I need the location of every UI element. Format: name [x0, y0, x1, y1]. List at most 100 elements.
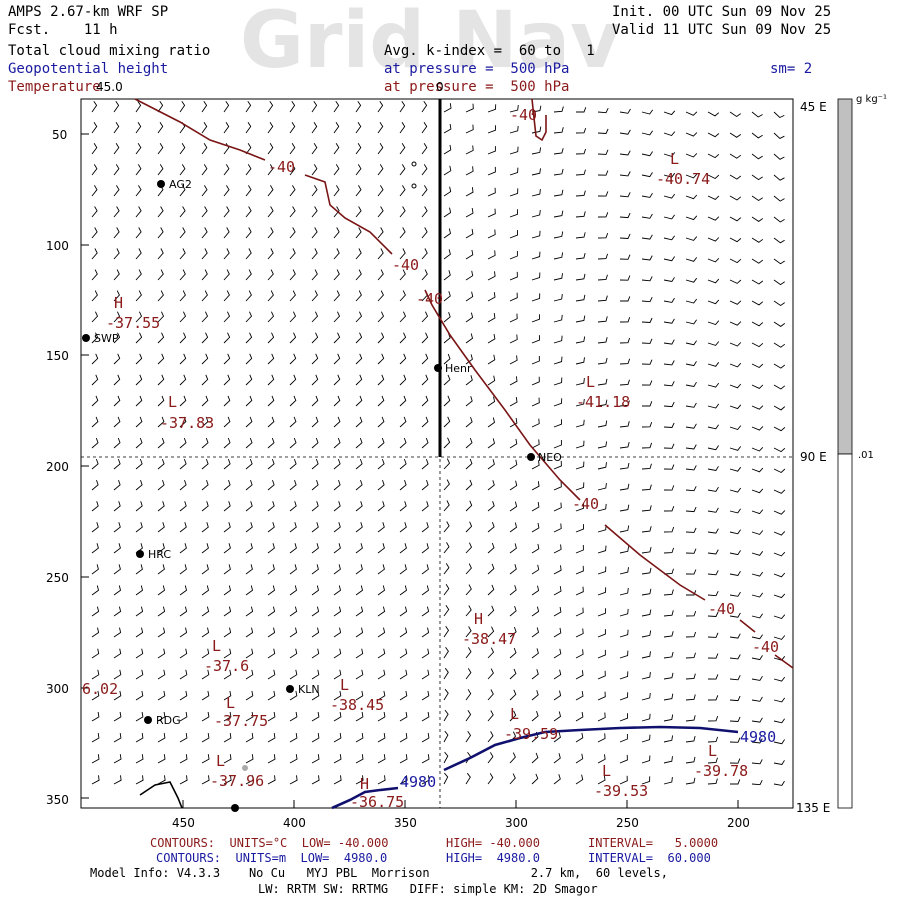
extremum-symbol: H [360, 775, 370, 793]
left-axis-ticks [81, 133, 89, 799]
field-temp-label: Temperature [8, 79, 101, 95]
station-dot-henr [434, 364, 442, 372]
station-dot-edge [231, 804, 239, 812]
footer-height-interval: INTERVAL= 60.000 [588, 851, 711, 865]
temp-contour [134, 98, 266, 161]
extremum-value: -36.75 [350, 793, 405, 811]
extremum-symbol: L [340, 676, 350, 694]
wind-barbs [91, 101, 786, 786]
height-contour-label: 4980 [740, 728, 777, 746]
k-index-label: Avg. k-index = 60 to 1 [384, 43, 595, 59]
valid-time: Valid 11 UTC Sun 09 Nov 25 [612, 22, 832, 38]
y-tick-label: 150 [46, 349, 69, 363]
y-tick-label: 50 [52, 128, 68, 142]
x-tick-label: 350 [394, 816, 417, 830]
plot-frame [80, 98, 794, 809]
extremum-symbol: H [114, 294, 124, 312]
extremum-value: -38.45 [330, 696, 385, 714]
height-pressure-label: at pressure = 500 hPa [384, 61, 570, 77]
temp-contour [774, 654, 794, 669]
watermark-text: Grid Nav [240, 0, 621, 86]
temp-contour-label: -40 [268, 158, 296, 176]
height-contour [331, 786, 399, 810]
extremum-symbol: L [586, 373, 596, 391]
extremum-value: -37.55 [106, 314, 161, 332]
colorbar-unit: g kg⁻¹ [856, 94, 887, 105]
extremum-symbol: L [510, 705, 520, 723]
temp-contour [739, 619, 756, 633]
extremum-symbol: L [216, 752, 226, 770]
station-label: KLN [298, 683, 320, 696]
station-label: Henr [445, 362, 472, 375]
extremum-symbol: L [708, 742, 718, 760]
extremum-value: -37.6 [204, 657, 250, 675]
temp-contour-label: -40 [416, 290, 444, 308]
temp-contour-label: -40 [572, 495, 600, 513]
footer-model-info: Model Info: V4.3.3 No Cu MYJ PBL Morriso… [90, 866, 668, 880]
station-label: SWP [94, 332, 119, 345]
forecast-hour: Fcst. 11 h [8, 22, 118, 38]
y-tick-label: 300 [46, 682, 69, 696]
colorbar-clear [837, 453, 853, 809]
top-axis-tick: 45.0 [96, 80, 123, 94]
extremum-value: -39.59 [504, 725, 559, 743]
temp-contour [531, 98, 547, 142]
station-dot-hrc [136, 550, 144, 558]
temp-contour-label: -40 [510, 106, 538, 124]
temp-contour-label: -40 [752, 638, 780, 656]
x-tick-label: 300 [505, 816, 528, 830]
extremum-symbol: H [474, 610, 484, 628]
extremum-value: -41.18 [576, 393, 631, 411]
small-marker [411, 183, 417, 189]
temp-contour-label: -40 [708, 600, 736, 618]
footer-physics: LW: RRTM SW: RRTMG DIFF: simple KM: 2D S… [258, 882, 598, 896]
extremum-value: -40.74 [656, 170, 711, 188]
y-tick-label: 200 [46, 460, 69, 474]
init-time: Init. 00 UTC Sun 09 Nov 25 [612, 4, 832, 20]
footer-temp-high: HIGH= -40.000 [446, 836, 540, 850]
station-dot-kln [286, 685, 294, 693]
edge-value-label: 6.02 [82, 680, 119, 698]
station-label: NEO [538, 451, 562, 464]
extremum-symbol: L [602, 762, 612, 780]
extremum-symbol: L [212, 637, 222, 655]
y-tick-label: 250 [46, 571, 69, 585]
model-title: AMPS 2.67-km WRF SP [8, 4, 169, 20]
x-tick-label: 200 [727, 816, 750, 830]
x-tick-label: 250 [616, 816, 639, 830]
footer-temp-interval: INTERVAL= 5.0000 [588, 836, 719, 850]
extremum-value: -38.47 [462, 630, 517, 648]
smoothing-label: sm= 2 [770, 61, 813, 77]
temp-contour [304, 174, 393, 255]
extremum-value: -37.96 [210, 772, 265, 790]
y-tick-label: 350 [46, 793, 69, 807]
station-dot-rdg [144, 716, 152, 724]
y-tick-label: 100 [46, 239, 69, 253]
extremum-symbol: L [226, 694, 236, 712]
footer-height-contours: CONTOURS: UNITS=m LOW= 4980.0 [156, 851, 388, 865]
extremum-symbol: L [168, 393, 178, 411]
temperature-contours [134, 98, 794, 669]
longitude-label: 90 E [800, 450, 827, 464]
footer-temp-contours: CONTOURS: UNITS=°C LOW= -40.000 [150, 836, 389, 850]
footer-height-high: HIGH= 4980.0 [446, 851, 540, 865]
extremum-value: -37.83 [160, 414, 215, 432]
temp-contour [424, 289, 581, 501]
station-label: AG2 [169, 178, 192, 191]
station-dot-neo [527, 453, 535, 461]
height-contour-label: 4980 [400, 773, 437, 791]
station-dot-swp [82, 334, 90, 342]
small-marker [411, 161, 417, 167]
station-label: HRC [148, 548, 172, 561]
longitude-label: 135 E [796, 801, 831, 815]
wind-barb-field [91, 101, 786, 786]
field-height-label: Geopotential height [8, 61, 169, 77]
x-tick-label: 450 [172, 816, 195, 830]
x-tick-label: 400 [283, 816, 306, 830]
temp-contour-label: -40 [392, 256, 420, 274]
station-dot-ag2 [157, 180, 165, 188]
longitude-label: 45 E [800, 100, 827, 114]
temp-contour [604, 524, 706, 601]
extremum-value: -37.75 [214, 712, 269, 730]
